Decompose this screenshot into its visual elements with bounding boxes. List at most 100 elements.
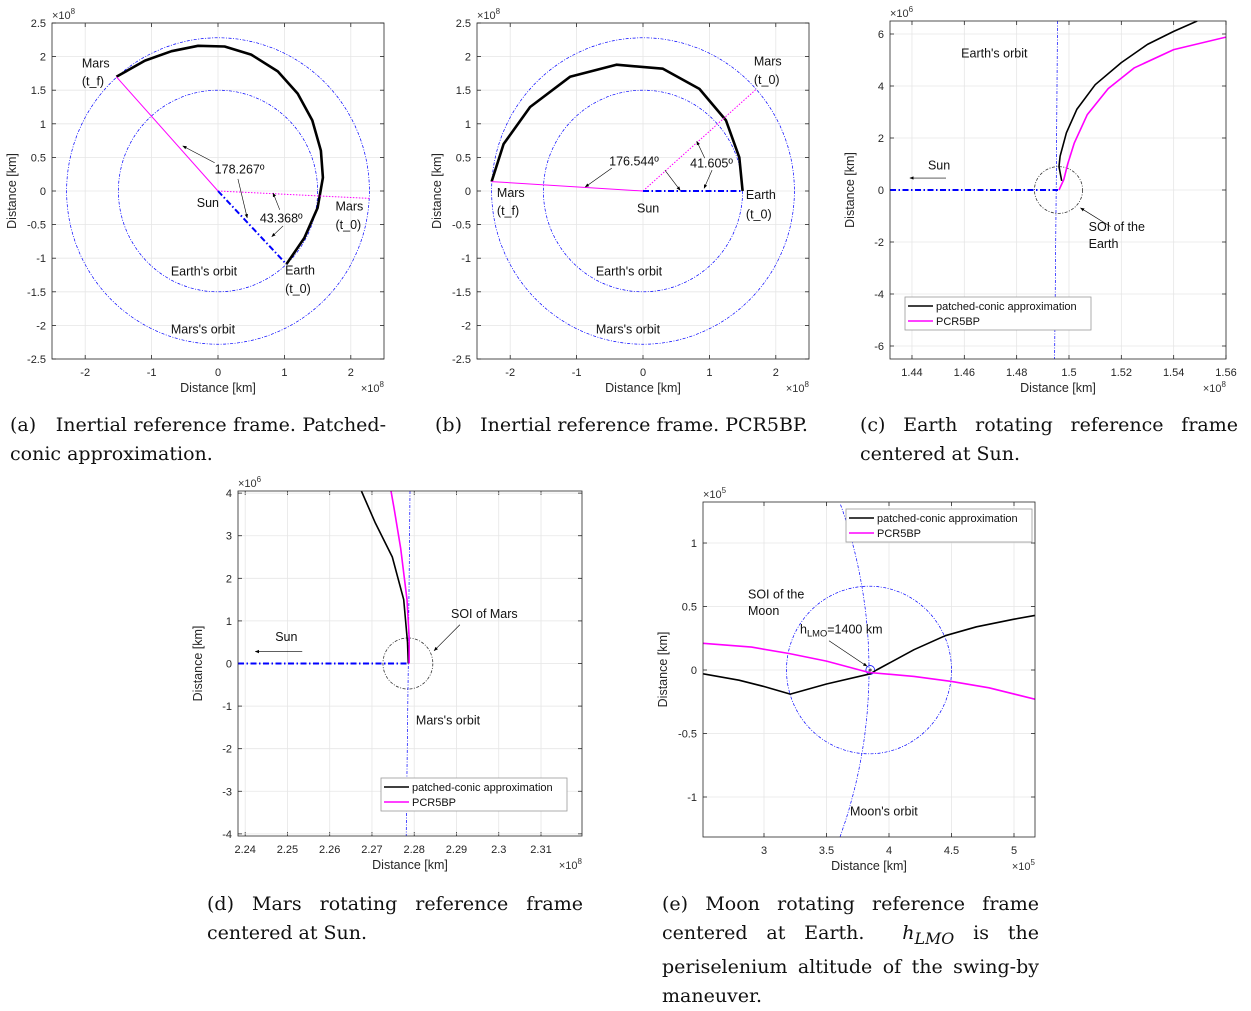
x-tick-label: 2.28: [404, 844, 425, 856]
y-tick-label: -0.5: [678, 729, 697, 741]
axes-box: [889, 20, 1227, 360]
y-tick-label: 3: [226, 531, 232, 543]
y-tick-label: 0.5: [31, 152, 46, 164]
annotation-label: 178.267º: [215, 162, 265, 176]
series-pcr5bp: [703, 642, 1035, 700]
y-tick-label: 0.5: [682, 602, 697, 614]
legend: patched-conic approximation PCR5BP: [904, 296, 1092, 331]
annotation-label: (t_0): [746, 207, 772, 221]
annotation-label: Sun: [928, 158, 950, 172]
x-axis-label: Distance [km]: [180, 381, 256, 395]
annotation-label: Mars: [497, 186, 525, 200]
caption-c: (c) Earth rotating reference frame cente…: [860, 411, 1238, 469]
y-tick-label: 0: [691, 665, 697, 677]
y-tick-label: -1: [222, 701, 232, 713]
caption-text: Earth rotating reference frame centered …: [860, 414, 1238, 465]
series-pcr5bp: [1058, 36, 1226, 191]
y-axis-label: Distance [km]: [430, 153, 444, 229]
x-exponent-label: ×108: [559, 857, 583, 872]
x-tick-label: 2.29: [446, 844, 467, 856]
x-exponent-label: ×108: [786, 380, 810, 395]
moon-marker: [868, 668, 872, 672]
x-tick-label: 3: [761, 845, 767, 857]
x-tick-label: 1.52: [1111, 367, 1132, 379]
annotation-arrow: [272, 192, 281, 210]
x-tick-label: 2: [348, 367, 354, 379]
annotation-label: (t_0): [754, 73, 780, 87]
x-tick-label: 2: [773, 367, 779, 379]
y-axis-label: Distance [km]: [656, 632, 670, 708]
subplot-c: 1.44 1.46 1.48 1.5 1.52 1.54 1.56 -6 -4 -2 0 2 4 6 Ear…: [843, 5, 1237, 395]
y-exponent-label: ×108: [52, 7, 76, 22]
y-tick-label: -1.5: [452, 287, 471, 299]
series-trajectory: [490, 63, 744, 192]
mars-orbit: [66, 37, 370, 345]
caption-tag: (c): [860, 414, 886, 436]
annotation-label: Sun: [637, 201, 659, 215]
annotation-arrow: [664, 169, 681, 191]
y-tick-label: -1.5: [27, 287, 46, 299]
legend-box: [845, 508, 1033, 543]
annotation-label: Moon: [748, 604, 779, 618]
y-tick-label: -1: [36, 253, 46, 265]
axes-box: [476, 22, 810, 360]
y-tick-label: -3: [222, 786, 232, 798]
x-exponent-label: ×108: [361, 380, 385, 395]
x-tick-label: 2.24: [234, 844, 255, 856]
x-tick-label: 1.44: [901, 367, 922, 379]
earth-soi: [1034, 166, 1083, 214]
x-tick-label: 2.26: [319, 844, 340, 856]
legend-label: patched-conic approximation: [877, 513, 1018, 525]
y-tick-label: -4: [874, 289, 884, 301]
y-exponent-label: ×108: [477, 7, 501, 22]
y-tick-label: -6: [874, 341, 884, 353]
y-tick-label: -2.5: [452, 354, 471, 366]
x-tick-label: 1.56: [1215, 367, 1236, 379]
caption-tag: (e): [662, 893, 689, 915]
y-tick-label: 1: [40, 119, 46, 131]
x-tick-label: -2: [80, 367, 90, 379]
caption-text: is the periselenium altitude of the swin…: [662, 922, 1039, 1007]
caption-tag: (a): [10, 414, 37, 436]
series-patched-conic-approximation: [1058, 21, 1198, 182]
series-sun-mars-tf-line: [491, 181, 644, 192]
series-patched-conic-approximation: [360, 491, 410, 664]
annotation-label: (t_0): [336, 218, 362, 232]
y-tick-label: -2: [222, 744, 232, 756]
series-trajectory: [115, 44, 325, 265]
annotation-label: Earth: [285, 263, 315, 277]
annotation-label: Sun: [197, 196, 219, 210]
annotation-arrow: [828, 640, 868, 667]
earth-orbit: [543, 89, 743, 293]
x-tick-label: 1.54: [1163, 367, 1184, 379]
x-axis-label: Distance [km]: [831, 859, 907, 873]
axes-box: [51, 22, 385, 360]
y-tick-label: 0.5: [456, 152, 471, 164]
annotation-label: Earth: [746, 188, 776, 202]
caption-tag: (b): [435, 414, 462, 436]
y-tick-label: 2: [878, 133, 884, 145]
annotation-label: Earth: [1089, 237, 1119, 251]
series-sun-mars-t0-line: [642, 89, 757, 192]
y-tick-label: -4: [222, 829, 232, 841]
y-tick-label: 1: [465, 119, 471, 131]
y-tick-label: 0: [40, 186, 46, 198]
x-tick-label: -1: [147, 367, 157, 379]
annotation-label: Earth's orbit: [171, 265, 238, 279]
y-exponent-label: ×106: [238, 475, 262, 490]
legend: patched-conic approximation PCR5BP: [845, 508, 1033, 543]
x-tick-label: 3.5: [819, 845, 834, 857]
annotation-label: (t_f): [497, 204, 519, 218]
x-tick-label: 1.46: [954, 367, 975, 379]
subplot-d: 2.24 2.25 2.26 2.27 2.28 2.29 2.3 2.31 -4 -3 -2 -1 0…: [191, 475, 583, 872]
y-tick-label: 1.5: [456, 85, 471, 97]
legend-label: patched-conic approximation: [936, 301, 1077, 313]
legend-box: [380, 777, 568, 812]
annotation-arrow: [271, 225, 284, 237]
y-exponent-label: ×106: [890, 5, 914, 20]
annotation-label: Earth's orbit: [961, 46, 1028, 60]
x-tick-label: 2.31: [530, 844, 551, 856]
y-tick-label: 2.5: [456, 18, 471, 30]
mars-orbit: [491, 37, 795, 345]
moon-soi: [786, 585, 952, 755]
